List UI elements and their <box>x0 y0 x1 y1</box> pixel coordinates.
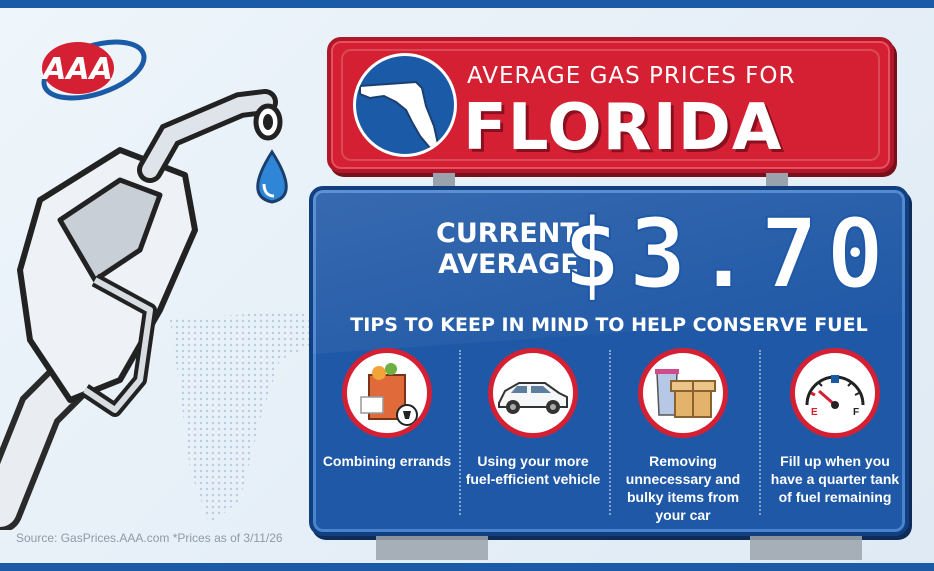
aaa-logo: AAA <box>41 39 147 101</box>
florida-map-icon <box>359 80 440 150</box>
current-average-label: CURRENT AVERAGE <box>436 218 579 280</box>
aaa-logo-text: AAA <box>41 52 113 87</box>
current-label-line2: AVERAGE <box>438 249 579 280</box>
tips-title: TIPS TO KEEP IN MIND TO HELP CONSERVE FU… <box>350 314 868 336</box>
tip-divider <box>609 350 611 515</box>
tip-icon-circle <box>488 348 578 438</box>
price-sign: CURRENT AVERAGE $3.70 TIPS TO KEEP IN MI… <box>309 186 909 536</box>
grocery-bag-icon <box>360 363 418 426</box>
tip-icon-circle <box>638 348 728 438</box>
tip-text: Removing unnecessary and bulky items fro… <box>625 453 741 523</box>
tip-icon-circle <box>342 348 432 438</box>
sign-post-right <box>766 173 788 187</box>
sign-base-left <box>376 536 488 560</box>
tip-text: Fill up when you have a quarter tank of … <box>770 453 900 505</box>
sign-inner-border <box>341 49 880 161</box>
sign-subtitle: AVERAGE GAS PRICES FOR <box>467 63 796 89</box>
sign-base-right <box>750 536 862 560</box>
tip-divider <box>759 350 761 515</box>
current-average-price: $3.70 <box>562 197 892 311</box>
gas-nozzle-illustration <box>0 89 288 530</box>
tip-text: Using your more fuel-efficient vehicle <box>465 453 601 487</box>
source-note: Source: GasPrices.AAA.com *Prices as of … <box>16 531 283 545</box>
sign-state-name: FLORIDA <box>463 91 783 165</box>
state-header-sign: AVERAGE GAS PRICES FOR FLORIDA <box>327 37 894 173</box>
tip-item: Using your more fuel-efficient vehicle <box>463 348 603 488</box>
car-icon <box>498 382 568 414</box>
tip-item: Combining errands <box>317 348 457 470</box>
dotted-map-decoration <box>170 310 325 525</box>
gauge-full-label: F <box>853 407 859 418</box>
tip-text: Combining errands <box>322 453 452 469</box>
current-label-line1: CURRENT <box>436 218 579 249</box>
tip-item: Removing unnecessary and bulky items fro… <box>613 348 753 524</box>
bottom-border <box>0 563 934 571</box>
tip-divider <box>459 350 461 515</box>
gauge-empty-label: E <box>811 407 818 418</box>
top-border <box>0 0 934 8</box>
florida-map-badge <box>353 53 457 157</box>
fuel-gauge-icon: E F <box>805 375 865 418</box>
boxes-icon <box>655 369 716 418</box>
tip-item: E F Fill up when you have a quarter tank… <box>765 348 905 506</box>
sign-post-left <box>433 173 455 187</box>
tip-icon-circle: E F <box>790 348 880 438</box>
